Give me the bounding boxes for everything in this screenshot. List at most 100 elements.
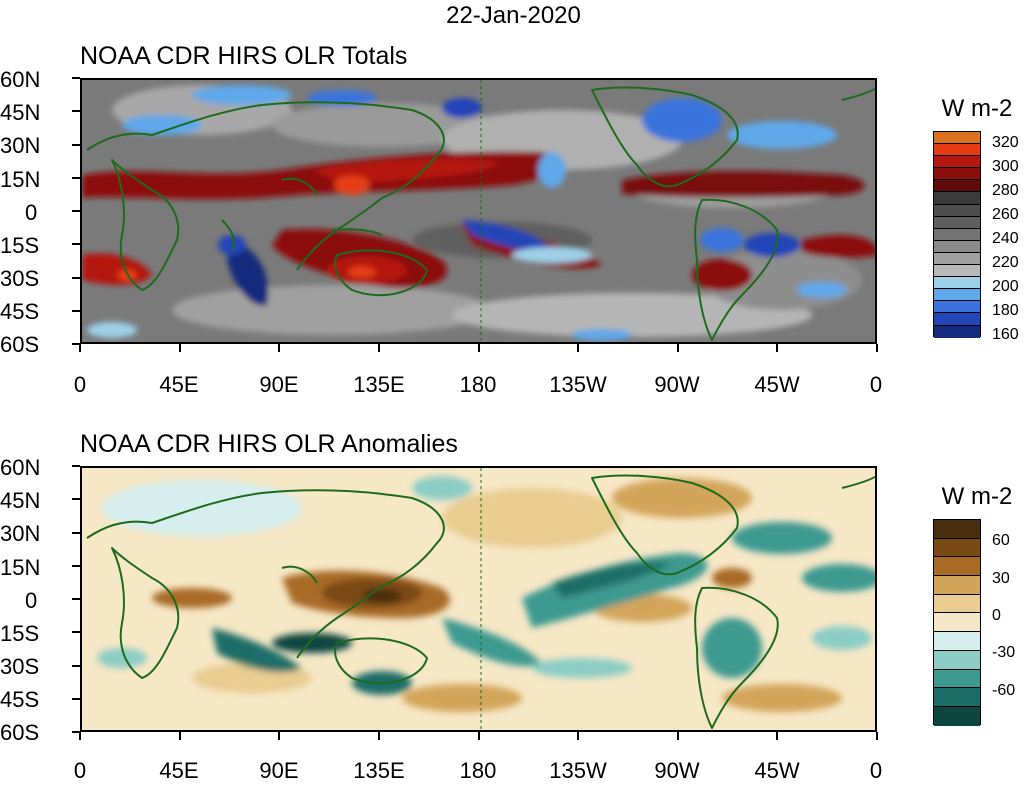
totals-lon-label: 90E <box>259 372 299 397</box>
totals-lat-label: 0 <box>25 200 38 225</box>
totals-colorbar-label: 240 <box>992 230 1019 247</box>
colorbar-swatch <box>934 240 980 253</box>
totals-map[interactable] <box>80 78 877 344</box>
map-tick <box>72 498 80 501</box>
colorbar-swatch <box>934 325 980 338</box>
map-tick <box>72 343 80 345</box>
anomalies-colorbar-label: 60 <box>992 532 1010 549</box>
map-tick <box>72 697 80 700</box>
colorbar-swatch <box>934 688 980 707</box>
map-date: 22-Jan-2020 <box>446 2 581 29</box>
totals-colorbar-label: 220 <box>992 254 1019 271</box>
totals-colorbar-label: 320 <box>992 134 1019 151</box>
anomalies-units: W m-2 <box>941 483 1013 510</box>
anomalies-colorbar-label: 0 <box>992 607 1001 624</box>
map-tick <box>72 210 80 212</box>
totals-units: W m-2 <box>941 95 1013 122</box>
anomalies-lon-label: 0 <box>869 758 883 783</box>
totals-lon-label: 45W <box>754 372 800 397</box>
colorbar-swatch <box>934 216 980 229</box>
colorbar-swatch <box>934 613 980 633</box>
anomalies-lon-label: 45W <box>754 758 800 783</box>
map-tick <box>577 344 580 352</box>
colorbar-swatch <box>934 277 980 290</box>
totals-colorbar-label: 280 <box>992 182 1019 199</box>
map-tick <box>278 732 281 740</box>
totals-lat-label: 45N <box>0 100 41 125</box>
map-tick <box>72 176 80 179</box>
colorbar-swatch <box>934 204 980 217</box>
totals-colorbar-label: 160 <box>992 326 1019 343</box>
totals-map-field <box>82 80 875 342</box>
anomalies-colorbar-label: 30 <box>992 570 1010 587</box>
anomalies-lat-label: 45S <box>0 687 40 712</box>
map-tick <box>72 309 80 312</box>
map-tick <box>72 731 80 733</box>
anomalies-lon-label: 180 <box>459 758 497 783</box>
anomalies-lon-label: 45E <box>159 758 199 783</box>
totals-colorbar <box>933 131 981 338</box>
colorbar-swatch <box>934 168 980 181</box>
anomalies-lon-label: 135E <box>353 758 405 783</box>
anomalies-lat-label: 15S <box>0 621 40 646</box>
totals-lat-label: 45S <box>0 299 40 324</box>
colorbar-swatch <box>934 192 980 205</box>
map-tick <box>72 276 80 279</box>
totals-lon-label: 90W <box>654 372 700 397</box>
anomalies-lat-label: 60S <box>0 720 40 745</box>
map-tick <box>72 598 80 600</box>
anomalies-map[interactable] <box>80 466 877 732</box>
colorbar-swatch <box>934 706 980 726</box>
anomalies-colorbar-label: -30 <box>992 644 1016 661</box>
map-tick <box>79 732 81 740</box>
anomalies-lat-label: 30N <box>0 521 41 546</box>
anomalies-lon-label: 0 <box>73 758 87 783</box>
map-tick <box>477 344 480 352</box>
map-tick <box>72 531 80 534</box>
colorbar-swatch <box>934 594 980 614</box>
colorbar-swatch <box>934 538 980 558</box>
totals-title: NOAA CDR HIRS OLR Totals <box>80 42 408 70</box>
map-tick <box>776 344 779 352</box>
colorbar-swatch <box>934 650 980 670</box>
map-tick <box>377 344 380 352</box>
totals-lat-label: 30N <box>0 133 41 158</box>
totals-lon-label: 45E <box>159 372 199 397</box>
totals-lat-label: 30S <box>0 266 40 291</box>
map-tick <box>72 110 80 113</box>
totals-lon-label: 0 <box>869 372 883 397</box>
map-tick <box>72 564 80 567</box>
anomalies-lat-label: 45N <box>0 488 41 513</box>
colorbar-swatch <box>934 228 980 241</box>
map-tick <box>72 77 80 79</box>
map-tick <box>377 732 380 740</box>
anomalies-lon-label: 135W <box>549 758 607 783</box>
anomalies-title: NOAA CDR HIRS OLR Anomalies <box>80 430 458 458</box>
colorbar-swatch <box>934 301 980 314</box>
map-tick <box>577 732 580 740</box>
totals-lon-label: 135E <box>353 372 405 397</box>
totals-colorbar-label: 260 <box>992 206 1019 223</box>
anomalies-lon-label: 90W <box>654 758 700 783</box>
colorbar-swatch <box>934 144 980 157</box>
totals-lon-label: 135W <box>549 372 607 397</box>
map-tick <box>676 732 679 740</box>
anomalies-map-field <box>82 468 875 730</box>
totals-colorbar-label: 200 <box>992 278 1019 295</box>
map-tick <box>477 732 480 740</box>
colorbar-swatch <box>934 252 980 266</box>
anomalies-lon-label: 90E <box>259 758 299 783</box>
colorbar-swatch <box>934 520 980 539</box>
map-tick <box>72 243 80 246</box>
anomalies-lat-label: 0 <box>25 588 38 613</box>
anomalies-lat-label: 60N <box>0 455 41 480</box>
map-tick <box>278 344 281 352</box>
map-tick <box>178 344 181 352</box>
map-tick <box>876 732 878 740</box>
anomalies-colorbar <box>933 519 981 726</box>
map-tick <box>676 344 679 352</box>
map-tick <box>72 465 80 467</box>
totals-lat-label: 60N <box>0 67 41 92</box>
colorbar-swatch <box>934 632 980 651</box>
colorbar-swatch <box>934 669 980 689</box>
